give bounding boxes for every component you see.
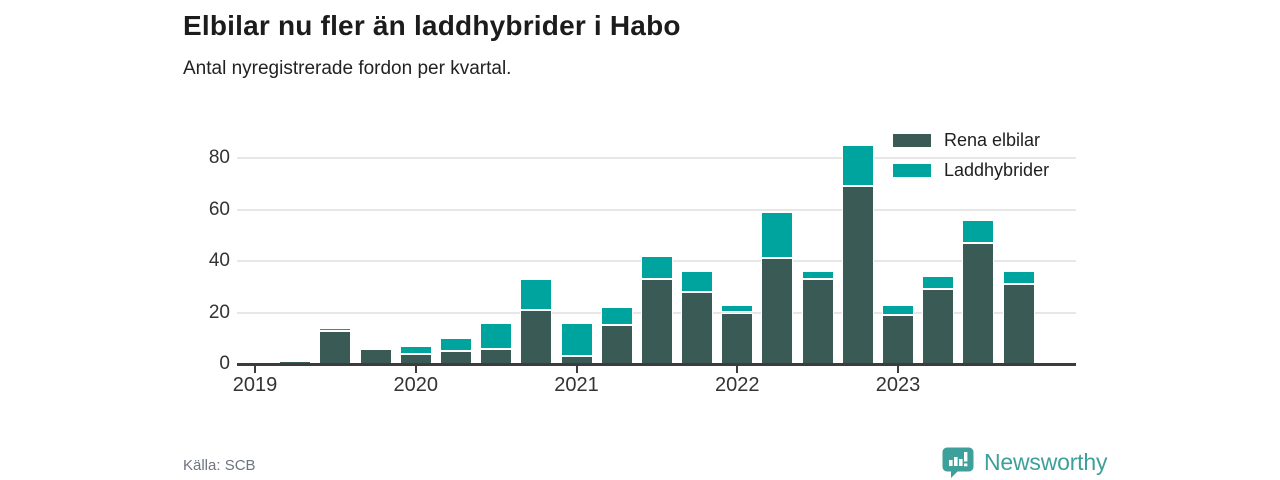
bar-segment <box>962 242 995 364</box>
y-axis-tick-label: 40 <box>208 250 230 271</box>
legend-swatch-rena-elbilar <box>893 134 931 147</box>
bar-segment <box>922 289 955 364</box>
chart-title: Elbilar nu fler än laddhybrider i Habo <box>183 10 681 41</box>
bar-segment <box>1002 271 1035 285</box>
legend-label: Laddhybrider <box>944 160 1050 180</box>
bar-segment <box>962 219 995 243</box>
legend-swatch-laddhybrider <box>893 164 931 177</box>
bar-segment <box>841 186 874 364</box>
x-axis-tick-label: 2023 <box>875 374 921 396</box>
bar-segment <box>882 304 914 316</box>
bar-segment <box>319 330 352 364</box>
bar-segment <box>681 291 714 364</box>
newsworthy-logo[interactable]: Newsworthy <box>941 446 1107 479</box>
legend-label: Rena elbilar <box>944 130 1041 150</box>
bar-segment <box>640 255 673 280</box>
bar-segment <box>882 315 914 364</box>
source-note: Källa: SCB <box>183 457 256 474</box>
bar-segment <box>801 271 834 280</box>
gridline-60 <box>237 208 1076 211</box>
y-axis-tick-label: 60 <box>208 198 230 220</box>
brand-name: Newsworthy <box>984 449 1108 475</box>
bar-segment <box>801 279 834 364</box>
legend: Rena elbilar Laddhybrider <box>893 130 1049 190</box>
bar-segment <box>600 307 633 326</box>
x-axis-tick-label: 2022 <box>715 374 760 396</box>
bar-segment <box>841 145 874 187</box>
bar-segment <box>520 279 553 310</box>
bar-segment <box>761 258 794 364</box>
x-axis-line <box>237 363 1076 366</box>
x-axis-tick <box>736 366 739 373</box>
x-axis-tick-label: 2019 <box>232 374 278 396</box>
x-axis-tick <box>897 366 899 373</box>
gridline-80 <box>237 157 1076 159</box>
bar-segment <box>761 212 794 259</box>
y-axis-tick-label: 20 <box>208 301 230 323</box>
chart-subtitle: Antal nyregistrerade fordon per kvartal. <box>183 58 512 79</box>
bar-segment <box>600 325 633 364</box>
bar-segment <box>520 309 553 364</box>
bar-segment <box>681 271 714 292</box>
x-axis-tick <box>575 366 578 373</box>
bar-chart-pin-icon <box>942 447 974 478</box>
legend-item-laddhybrider: Laddhybrider <box>893 160 1049 181</box>
x-axis-tick <box>254 366 256 373</box>
x-axis-tick <box>414 366 417 373</box>
bar-segment <box>399 345 432 354</box>
bar-segment <box>922 276 955 290</box>
legend-item-rena-elbilar: Rena elbilar <box>893 130 1049 151</box>
x-axis-tick-label: 2021 <box>554 374 599 396</box>
bar-segment <box>721 312 754 364</box>
bar-segment <box>319 327 352 331</box>
bar-segment <box>439 338 472 352</box>
bar-segment <box>721 304 754 313</box>
y-axis-tick-label: 80 <box>208 147 230 168</box>
bar-segment <box>640 279 673 364</box>
x-axis-tick-label: 2020 <box>393 374 439 396</box>
bar-segment <box>560 322 593 357</box>
bar-segment <box>480 322 513 349</box>
bar-segment <box>359 348 392 364</box>
bar-segment <box>480 348 513 364</box>
y-axis-tick-label: 0 <box>219 353 230 374</box>
bar-segment <box>1002 284 1035 364</box>
